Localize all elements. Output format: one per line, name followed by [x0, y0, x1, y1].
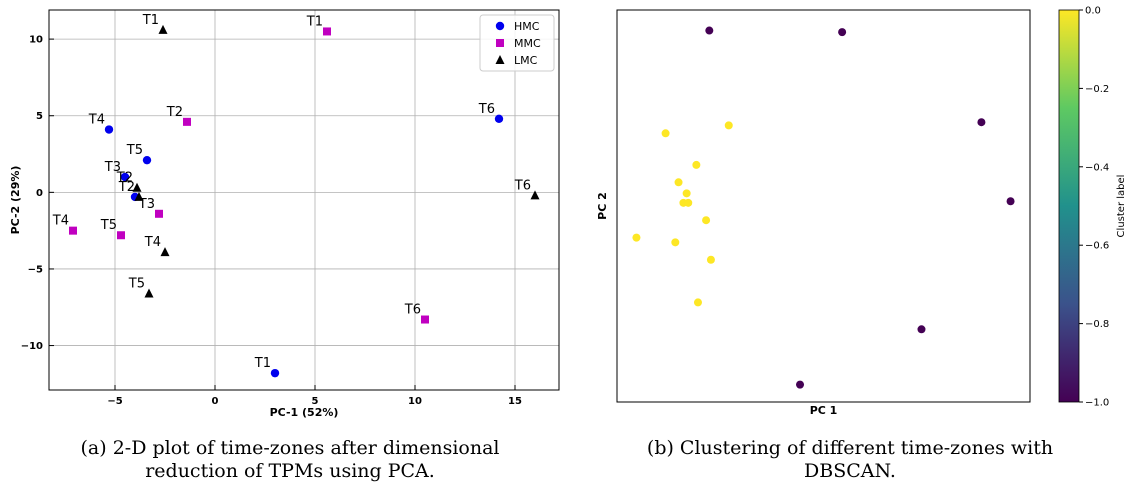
cluster-point: [682, 189, 691, 198]
y-tick-label: −10: [21, 341, 43, 352]
colorbar-tick-label: −0.2: [1085, 84, 1109, 95]
cluster-point: [702, 216, 711, 225]
cluster-point: [917, 325, 926, 334]
data-point-hmc: [120, 172, 130, 182]
data-point-lmc: [158, 24, 168, 34]
point-label: T4: [52, 214, 69, 229]
colorbar-label: Cluster label: [1116, 175, 1127, 238]
cluster-point: [796, 380, 805, 389]
point-label: T2: [118, 180, 135, 195]
cluster-point: [674, 178, 683, 187]
axes-frame: [616, 9, 1031, 403]
x-tick-label: 0: [212, 396, 219, 407]
y-tick-label: 5: [36, 111, 43, 122]
data-point-lmc: [132, 182, 142, 192]
colorbar: [1058, 9, 1080, 403]
data-point-mmc: [421, 315, 429, 324]
point-label: T5: [126, 143, 143, 158]
caption-b: (b) Clustering of different time-zones w…: [646, 437, 1054, 482]
figure: −5 0 5 10 15 −10 −5 0 5 10 PC-1 (52%) PC-2 (29%) T4 T…: [9, 6, 1127, 420]
y-axis-label: PC 2: [596, 192, 609, 220]
colorbar-tick-label: 0.0: [1085, 6, 1101, 17]
data-point-mmc: [117, 231, 125, 240]
data-point-hmc: [270, 368, 280, 378]
cluster-point: [838, 28, 847, 37]
data-point-mmc: [155, 209, 163, 218]
point-label: T1: [306, 14, 323, 29]
point-label: T2: [116, 171, 133, 186]
point-label: T4: [144, 235, 161, 250]
cluster-point: [724, 121, 733, 130]
legend-marker-lmc: [495, 55, 505, 64]
cluster-point: [632, 233, 641, 242]
data-point-mmc: [323, 27, 331, 36]
cluster-point: [977, 118, 986, 127]
cluster-point: [1006, 197, 1015, 206]
legend-label: MMC: [514, 37, 541, 50]
data-point-hmc: [142, 155, 152, 165]
data-point-lmc: [134, 191, 144, 201]
point-label: T5: [100, 218, 117, 233]
point-label: T5: [128, 276, 145, 291]
x-axis-label: PC-1 (52%): [270, 406, 339, 419]
x-axis-label: PC 1: [810, 404, 838, 417]
point-label: T6: [514, 178, 531, 193]
y-tick-label: −5: [28, 264, 43, 275]
data-point-hmc: [494, 114, 504, 123]
axes-frame: [48, 9, 560, 391]
x-tick-label: 5: [312, 396, 319, 407]
cluster-point: [706, 255, 715, 264]
dbscan-plot: PC 1 PC 2 0.0 −0.2 −0.4 −0.6 −0.8 −1.0 Cluster l…: [596, 6, 1127, 418]
point-label: T6: [478, 102, 495, 117]
point-label: T1: [254, 356, 271, 371]
caption-a: (a) 2-D plot of time-zones after dimensi…: [80, 437, 500, 482]
legend-marker-mmc: [496, 39, 504, 47]
pca-plot: −5 0 5 10 15 −10 −5 0 5 10 PC-1 (52%) PC-2 (29%) T4 T…: [9, 9, 560, 419]
x-tick-label: 15: [508, 396, 522, 407]
point-label: T2: [166, 105, 183, 120]
data-point-mmc: [69, 226, 77, 235]
data-point-lmc: [530, 190, 540, 200]
data-point-lmc: [160, 247, 170, 257]
cluster-point: [684, 198, 693, 207]
colorbar-tick-label: −0.8: [1085, 319, 1109, 330]
legend-marker-hmc: [495, 21, 505, 31]
data-point-lmc: [144, 288, 154, 298]
cluster-point: [661, 129, 670, 138]
data-point-mmc: [183, 117, 191, 126]
colorbar-tick-label: −0.4: [1085, 162, 1109, 173]
legend-label: LMC: [514, 54, 538, 67]
point-label: T1: [142, 13, 159, 28]
cluster-point: [692, 160, 701, 169]
cluster-point: [705, 26, 714, 35]
x-tick-label: −5: [107, 396, 122, 407]
y-axis-label: PC-2 (29%): [9, 166, 22, 235]
data-point-hmc: [104, 125, 114, 134]
y-tick-label: 10: [29, 35, 43, 46]
cluster-point: [693, 298, 702, 307]
y-tick-label: 0: [36, 188, 43, 199]
colorbar-tick-label: −1.0: [1085, 398, 1109, 409]
colorbar-tick-label: −0.6: [1085, 241, 1109, 252]
cluster-point: [671, 238, 680, 247]
legend-label: HMC: [514, 20, 540, 33]
point-label: T6: [404, 303, 421, 318]
point-label: T3: [104, 160, 121, 175]
point-label: T4: [88, 113, 105, 128]
x-tick-label: 10: [408, 396, 422, 407]
